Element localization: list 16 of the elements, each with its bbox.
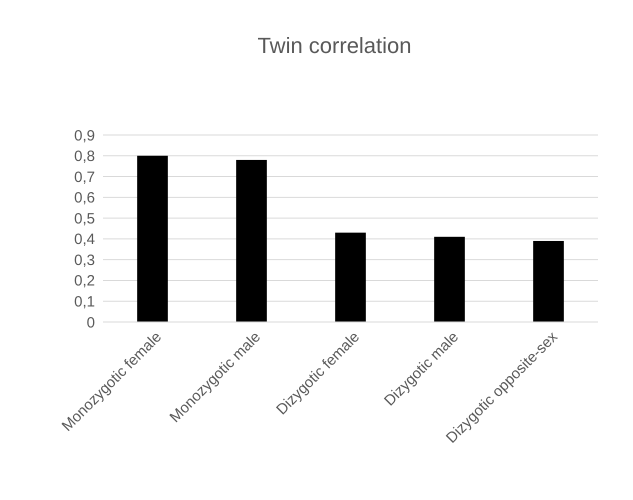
bar [137, 156, 168, 322]
y-tick-label: 0,2 [74, 272, 95, 290]
bar [434, 236, 465, 322]
y-tick-label: 0,9 [74, 127, 95, 144]
y-tick-label: 0,6 [74, 190, 95, 207]
y-tick-label: 0,5 [74, 210, 95, 228]
y-tick-label: 0,3 [74, 252, 95, 269]
y-tick-label: 0,7 [74, 168, 95, 186]
bar [236, 160, 267, 322]
y-tick-label: 0 [86, 314, 95, 332]
chart-title: Twin correlation [257, 33, 412, 58]
y-tick-label: 0,8 [74, 148, 95, 166]
bar [335, 232, 366, 322]
bar [533, 240, 564, 322]
y-tick-label: 0,4 [74, 231, 95, 248]
y-tick-label: 0,1 [74, 293, 95, 310]
